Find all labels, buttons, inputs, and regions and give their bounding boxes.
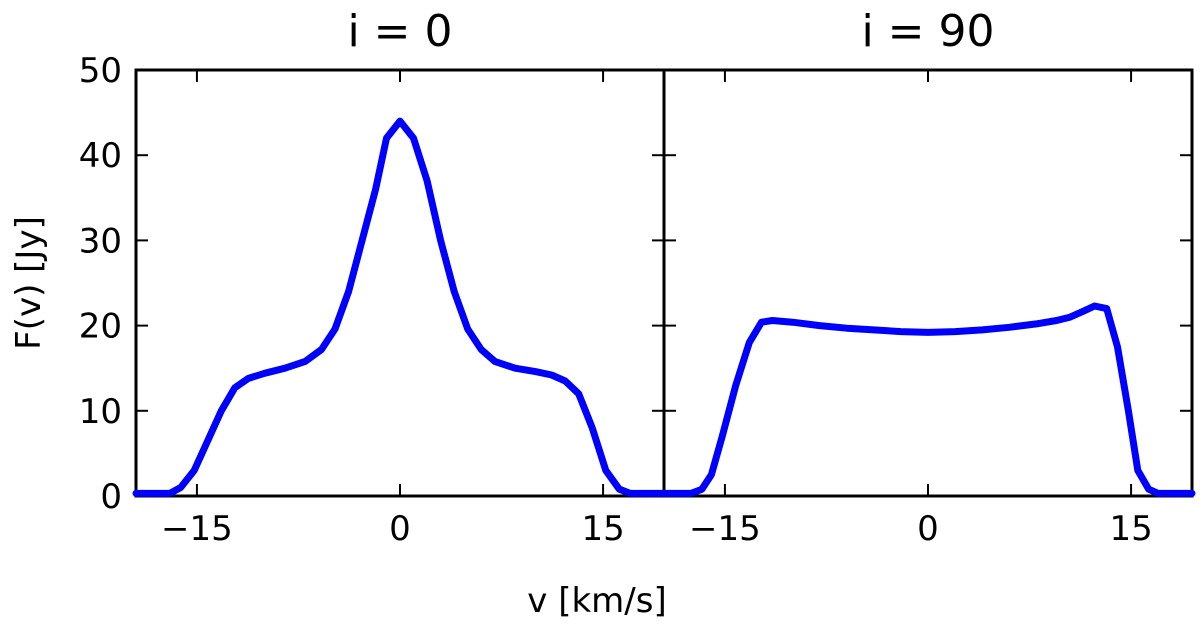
panel-title: i = 0 [347, 6, 452, 57]
y-tick-label: 40 [79, 136, 122, 176]
y-tick-label: 30 [79, 221, 122, 261]
plot-frame [662, 68, 1194, 498]
x-tick-label: 0 [389, 509, 411, 549]
x-tick-label: −15 [161, 509, 233, 549]
y-tick-label: 50 [79, 51, 122, 91]
x-axis-label: v [km/s] [527, 581, 666, 621]
marks [660, 302, 1196, 497]
y-axis-label: F(v) [Jy] [9, 216, 49, 350]
ticks: −15 0 15 [664, 69, 1192, 549]
x-tick-label: −15 [689, 509, 761, 549]
panel-title: i = 90 [861, 6, 994, 57]
y-tick-label: 0 [100, 477, 122, 517]
panel-i-0: i = 0 −15 0 15 0 10 20 30 40 50 [79, 6, 668, 549]
series-line [132, 117, 668, 497]
ticks: −15 0 15 0 10 20 30 40 50 [79, 51, 664, 549]
y-tick-label: 20 [79, 307, 122, 347]
series-line [660, 302, 1196, 497]
x-tick-label: 0 [917, 509, 939, 549]
marks [132, 117, 668, 497]
panel-i-90: i = 90 −15 0 15 [660, 6, 1196, 549]
x-tick-label: 15 [1109, 509, 1152, 549]
x-tick-label: 15 [581, 509, 624, 549]
y-tick-label: 10 [79, 392, 122, 432]
